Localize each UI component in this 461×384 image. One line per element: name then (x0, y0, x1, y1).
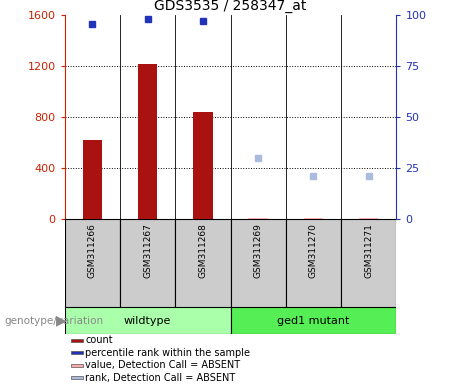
Text: ▶: ▶ (55, 314, 66, 328)
Text: rank, Detection Call = ABSENT: rank, Detection Call = ABSENT (85, 373, 236, 383)
Text: GSM311267: GSM311267 (143, 223, 152, 278)
Text: percentile rank within the sample: percentile rank within the sample (85, 348, 250, 358)
Text: ged1 mutant: ged1 mutant (278, 316, 349, 326)
Text: GSM311269: GSM311269 (254, 223, 263, 278)
Bar (248, 218, 268, 219)
Bar (175, 219, 230, 307)
Bar (304, 218, 323, 219)
Text: GSM311270: GSM311270 (309, 223, 318, 278)
Bar (341, 219, 396, 307)
Bar (71, 339, 83, 342)
Text: value, Detection Call = ABSENT: value, Detection Call = ABSENT (85, 360, 240, 370)
Bar (193, 112, 213, 219)
Text: GSM311271: GSM311271 (364, 223, 373, 278)
Bar (65, 307, 230, 334)
Bar (359, 218, 378, 219)
Bar (230, 307, 396, 334)
Text: count: count (85, 335, 113, 345)
Bar (120, 219, 175, 307)
Bar (286, 219, 341, 307)
Text: GSM311268: GSM311268 (198, 223, 207, 278)
Bar (71, 376, 83, 379)
Bar (71, 364, 83, 367)
Bar (65, 219, 120, 307)
Bar (71, 351, 83, 354)
Bar (83, 140, 102, 219)
Text: genotype/variation: genotype/variation (5, 316, 104, 326)
Text: GSM311266: GSM311266 (88, 223, 97, 278)
Text: wildtype: wildtype (124, 316, 171, 326)
Title: GDS3535 / 258347_at: GDS3535 / 258347_at (154, 0, 307, 13)
Bar (230, 219, 286, 307)
Bar (138, 64, 157, 219)
